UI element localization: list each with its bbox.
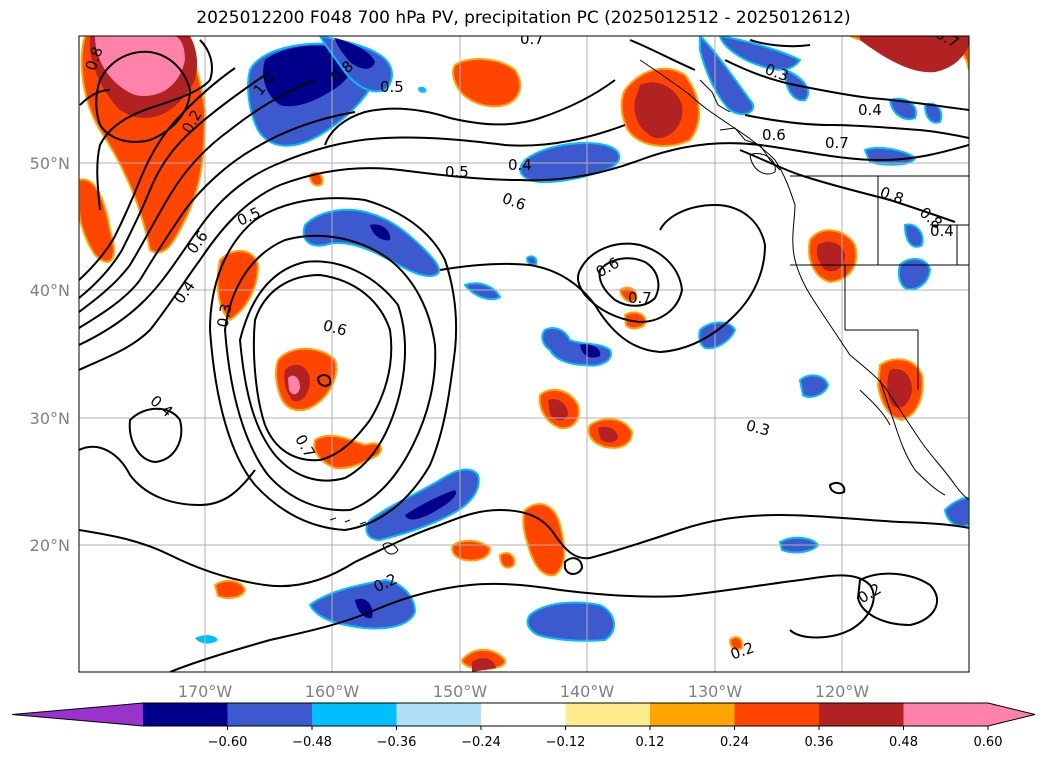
lon-tick: 130°W bbox=[688, 682, 743, 701]
colorbar-tick-label: 0.60 bbox=[974, 735, 1003, 750]
colorbar-extend-high bbox=[988, 703, 1035, 726]
pv-contours bbox=[79, 39, 969, 672]
colorbar-tick-label: 0.48 bbox=[889, 735, 918, 750]
colorbar: −0.60 −0.48 −0.36 −0.24 −0.12 0.12 0.24 0.36 0.4… bbox=[11, 702, 1036, 750]
contour-label: 0.4 bbox=[930, 222, 954, 240]
precip-negative-anomalies bbox=[195, 36, 969, 644]
contour-label: 0.5 bbox=[380, 78, 404, 96]
colorbar-segment bbox=[396, 703, 482, 726]
map-area: 0.7 0.8 1.0 0.8 0.5 0.2 0.4 0.6 0.4 0.3 … bbox=[79, 30, 969, 672]
colorbar-tick-label: 0.12 bbox=[636, 735, 665, 750]
colorbar-segment bbox=[481, 703, 566, 726]
contour-label: 0.6 bbox=[321, 316, 349, 340]
contour-label: 0.4 bbox=[508, 156, 532, 174]
contour-label: 0.5 bbox=[445, 163, 469, 181]
coastlines bbox=[329, 59, 969, 555]
lon-tick: 160°W bbox=[305, 682, 360, 701]
colorbar-segment bbox=[143, 703, 228, 726]
lon-tick: 170°W bbox=[178, 682, 233, 701]
lon-tick: 150°W bbox=[433, 682, 488, 701]
contour-label: 0.3 bbox=[744, 416, 772, 440]
contour-label: 0.7 bbox=[628, 289, 652, 307]
precip-positive-anomalies bbox=[79, 36, 969, 672]
graticule bbox=[79, 36, 969, 672]
colorbar-segment bbox=[227, 703, 313, 726]
colorbar-tick-label: −0.36 bbox=[377, 735, 417, 750]
contour-label: 0.7 bbox=[520, 30, 544, 48]
colorbar-segment bbox=[903, 703, 989, 726]
colorbar-tick-label: −0.24 bbox=[461, 735, 501, 750]
colorbar-outline bbox=[11, 702, 1036, 727]
contour-label: 0.3 bbox=[214, 302, 236, 329]
colorbar-segment bbox=[650, 703, 735, 726]
colorbar-tick-label: −0.48 bbox=[292, 735, 332, 750]
lon-tick: 120°W bbox=[815, 682, 870, 701]
lon-tick-labels: 170°W 160°W 150°W 140°W 130°W 120°W bbox=[178, 682, 870, 701]
colorbar-segment bbox=[565, 703, 651, 726]
colorbar-tick-label: 0.36 bbox=[805, 735, 834, 750]
colorbar-extend-low bbox=[12, 703, 143, 726]
map-title: 2025012200 F048 700 hPa PV, precipitatio… bbox=[196, 8, 851, 28]
lon-tick: 140°W bbox=[560, 682, 615, 701]
map-frame bbox=[78, 35, 970, 673]
lat-tick: 30°N bbox=[30, 409, 70, 428]
colorbar-segment bbox=[312, 703, 397, 726]
lat-tick: 50°N bbox=[30, 154, 70, 173]
colorbar-segment bbox=[819, 703, 904, 726]
lat-tick: 20°N bbox=[30, 536, 70, 555]
contour-label: 0.4 bbox=[858, 101, 882, 119]
colorbar-tick-label: −0.60 bbox=[208, 735, 248, 750]
colorbar-segment bbox=[734, 703, 820, 726]
lat-tick-labels: 50°N 40°N 30°N 20°N bbox=[30, 154, 70, 555]
lat-tick: 40°N bbox=[30, 281, 70, 300]
colorbar-tick-label: −0.12 bbox=[546, 735, 586, 750]
colorbar-tick-label: 0.24 bbox=[720, 735, 749, 750]
contour-label: 0.7 bbox=[825, 134, 849, 152]
contour-label: 0.6 bbox=[762, 126, 786, 144]
